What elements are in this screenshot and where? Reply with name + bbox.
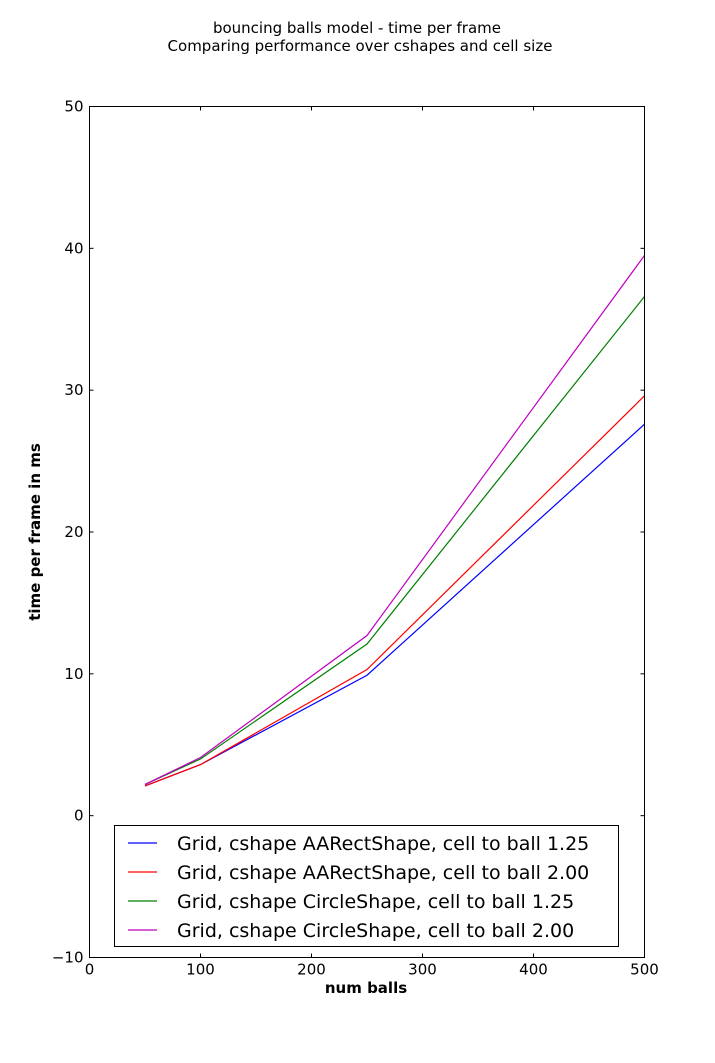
y-tick-label: 30 <box>64 381 83 399</box>
chart-title: bouncing balls model - time per frame <box>213 19 501 37</box>
x-tick-label: 200 <box>297 961 326 979</box>
legend: Grid, cshape AARectShape, cell to ball 1… <box>114 825 619 947</box>
series-layer <box>144 255 645 787</box>
y-tick-label: 20 <box>64 523 83 541</box>
legend-label-2: Grid, cshape AARectShape, cell to ball 2… <box>177 862 589 884</box>
x-tick-label: 0 <box>85 961 95 979</box>
y-tick-label: 0 <box>74 807 84 825</box>
y-axis-label: time per frame in ms <box>26 443 44 621</box>
y-tick-label: 40 <box>64 239 83 257</box>
legend-label-1: Grid, cshape AARectShape, cell to ball 1… <box>177 833 589 855</box>
series-line-2 <box>144 395 645 787</box>
y-tick-label: 50 <box>64 98 83 116</box>
chart-subtitle: Comparing performance over cshapes and c… <box>168 37 553 55</box>
x-axis-label: num balls <box>325 979 407 997</box>
legend-label-3: Grid, cshape CircleShape, cell to ball 1… <box>177 891 574 913</box>
y-tick-label: −10 <box>52 949 84 967</box>
x-tick-label: 400 <box>519 961 548 979</box>
series-line-3 <box>144 296 645 786</box>
series-line-4 <box>144 255 645 786</box>
y-tick-label: 10 <box>64 665 83 683</box>
x-tick-label: 500 <box>630 961 659 979</box>
legend-box <box>114 825 619 947</box>
plot-area <box>89 106 645 958</box>
x-tick-label: 100 <box>186 961 215 979</box>
plot-frame <box>89 106 645 958</box>
legend-label-4: Grid, cshape CircleShape, cell to ball 2… <box>177 920 574 942</box>
x-tick-label: 300 <box>408 961 437 979</box>
